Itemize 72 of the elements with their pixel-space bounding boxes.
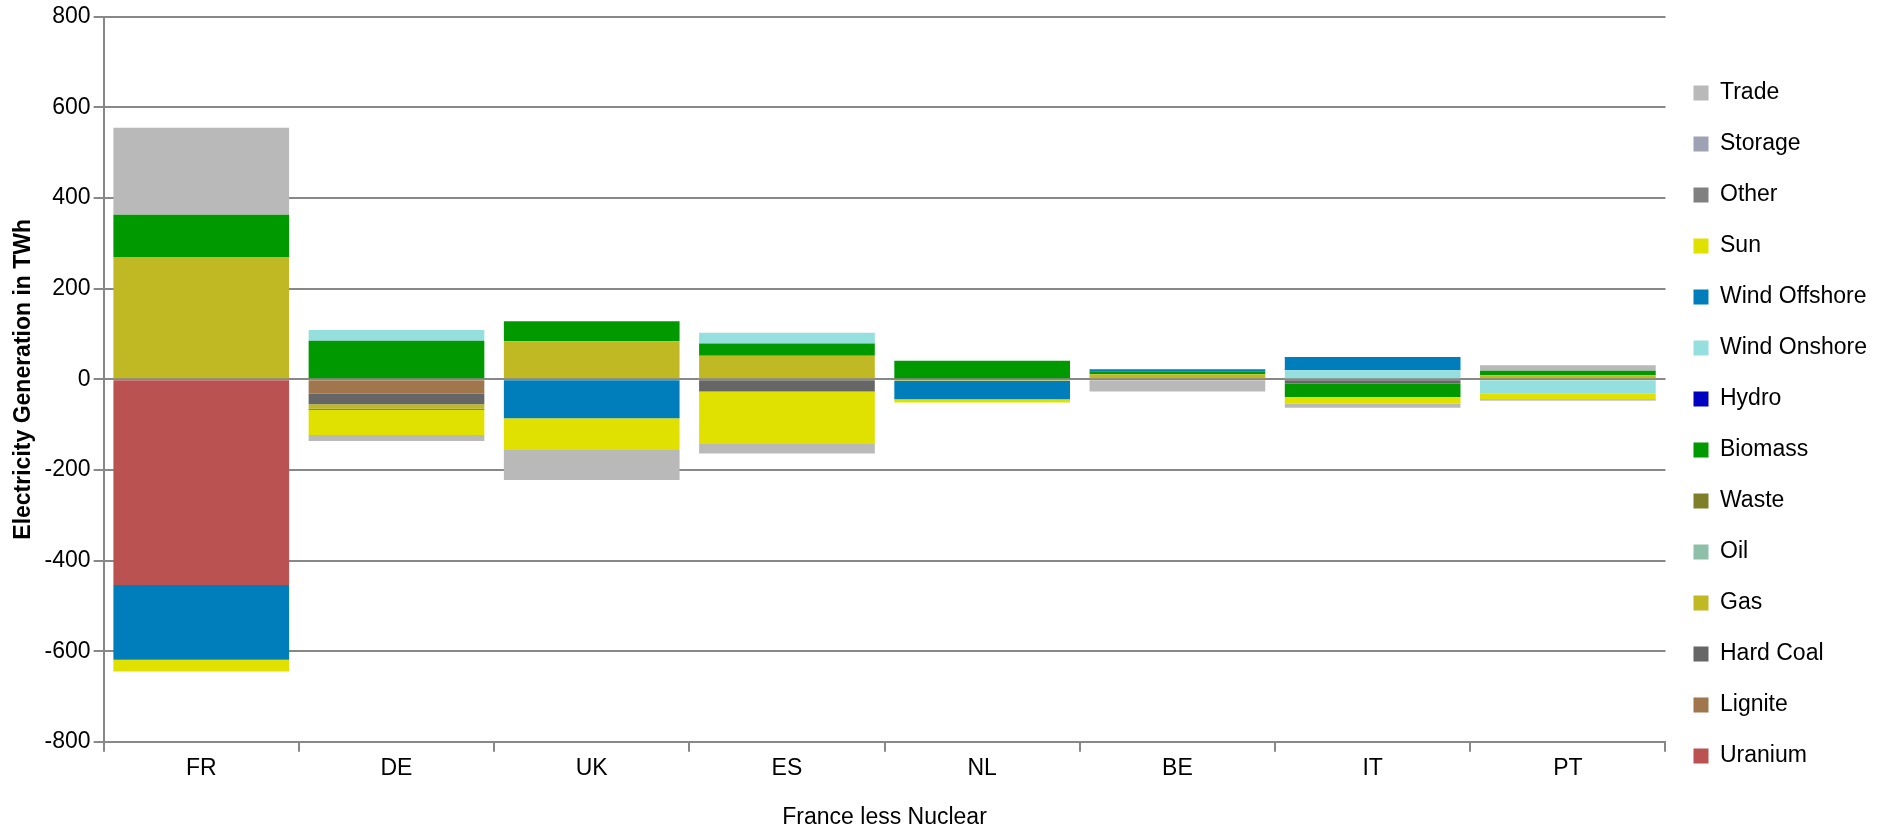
- legend-label: Lignite: [1719, 690, 1788, 717]
- bar: [308, 393, 485, 405]
- bar: [503, 321, 680, 342]
- bar: [894, 380, 1071, 400]
- y-tick-label: 600: [52, 92, 91, 119]
- x-tick-label: PT: [1553, 753, 1583, 780]
- x-axis-title: France less Nuclear: [782, 802, 988, 829]
- bar: [1284, 383, 1461, 397]
- bar: [308, 404, 485, 409]
- bar: [503, 418, 680, 450]
- bar: [308, 329, 485, 341]
- legend-label: Biomass: [1719, 435, 1809, 462]
- legend-label: Uranium: [1719, 741, 1807, 768]
- bar: [699, 332, 875, 344]
- bar: [1284, 403, 1461, 408]
- legend-label: Oil: [1719, 537, 1749, 564]
- bar: [1284, 370, 1461, 379]
- y-tick-label: 800: [52, 2, 91, 29]
- y-tick-label: 400: [52, 183, 91, 210]
- bar: [699, 380, 875, 392]
- bar: [113, 585, 290, 660]
- legend-label: Wind Onshore: [1719, 333, 1868, 360]
- bar: [1284, 396, 1461, 404]
- x-tick-label: NL: [967, 753, 998, 780]
- y-tick-label: 200: [52, 274, 91, 301]
- legend-label: Hydro: [1719, 384, 1782, 411]
- bar: [503, 449, 680, 480]
- bar: [894, 360, 1071, 379]
- x-tick-label: UK: [575, 753, 609, 780]
- y-tick-label: 0: [77, 364, 91, 391]
- bar: [113, 214, 290, 257]
- x-tick-label: IT: [1362, 753, 1383, 780]
- x-tick-label: DE: [380, 753, 413, 780]
- legend-label: Other: [1719, 180, 1778, 207]
- bar: [503, 341, 680, 379]
- bar: [1284, 380, 1461, 384]
- bar: [1089, 374, 1266, 379]
- x-tick-label: ES: [771, 753, 803, 780]
- y-tick-label: -800: [44, 727, 91, 754]
- legend-label: Wind Offshore: [1719, 282, 1867, 309]
- legend-label: Gas: [1719, 588, 1763, 615]
- bar: [113, 256, 290, 379]
- legend-label: Waste: [1719, 486, 1785, 513]
- bar: [699, 444, 875, 454]
- y-tick-label: -400: [44, 545, 91, 572]
- bar: [1480, 380, 1656, 394]
- bar: [699, 355, 875, 379]
- legend-label: Hard Coal: [1719, 639, 1824, 666]
- legend-label: Trade: [1719, 78, 1780, 105]
- bar: [503, 380, 680, 419]
- bar: [699, 391, 875, 445]
- bar: [113, 127, 290, 215]
- bar: [1480, 393, 1656, 400]
- bar: [1480, 375, 1656, 379]
- bar: [308, 409, 485, 436]
- x-tick-label: FR: [185, 753, 217, 780]
- bar: [894, 399, 1071, 403]
- y-tick-label: -200: [44, 455, 91, 482]
- legend-label: Storage: [1719, 129, 1801, 156]
- bar: [113, 380, 290, 586]
- bar: [308, 340, 485, 379]
- legend-label: Sun: [1719, 231, 1761, 258]
- bar: [1480, 365, 1656, 371]
- bar: [1284, 357, 1461, 371]
- bar: [113, 659, 290, 672]
- x-tick-label: BE: [1162, 753, 1193, 780]
- bar: [308, 380, 485, 394]
- bar: [699, 343, 875, 356]
- y-axis-title: Electricity Generation in TWh: [9, 218, 36, 540]
- bar: [308, 435, 485, 441]
- y-tick-label: -600: [44, 636, 91, 663]
- bar: [1089, 380, 1266, 392]
